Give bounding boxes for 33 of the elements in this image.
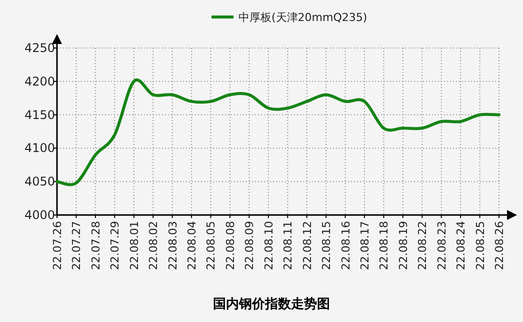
- x-tick-label: 22.07.26: [51, 221, 64, 270]
- x-tick-label: 22.08.23: [435, 221, 448, 270]
- y-tick-label: 4200: [24, 74, 55, 88]
- x-tick-label: 22.07.27: [70, 221, 84, 270]
- y-tick-label: 4000: [24, 208, 55, 222]
- x-tick-label: 22.08.16: [339, 221, 352, 270]
- x-tick-label: 22.08.04: [186, 221, 199, 270]
- x-tick-label: 22.08.19: [396, 221, 410, 270]
- x-tick-label: 22.08.22: [416, 221, 430, 270]
- x-tick-label: 22.08.09: [243, 221, 256, 270]
- y-tick-label: 4250: [24, 41, 55, 55]
- x-tick-label: 22.08.10: [262, 221, 276, 270]
- x-tick-label: 22.08.11: [282, 221, 295, 270]
- x-tick-label: 22.08.25: [474, 221, 487, 270]
- x-tick-label: 22.08.12: [300, 221, 314, 270]
- x-tick-label: 22.08.01: [128, 221, 141, 270]
- x-tick-label: 22.08.08: [224, 221, 237, 270]
- x-tick-label: 22.07.29: [108, 221, 122, 270]
- legend-label: 中厚板(天津20mmQ235): [238, 11, 368, 24]
- x-tick-label: 22.08.15: [320, 221, 334, 270]
- x-tick-label: 22.08.24: [454, 221, 468, 270]
- y-tick-label: 4150: [24, 108, 55, 122]
- x-tick-label: 22.08.17: [358, 221, 372, 270]
- x-tick-label: 22.08.02: [147, 221, 160, 270]
- legend: 中厚板(天津20mmQ235): [212, 11, 368, 24]
- x-tick-label: 22.07.28: [89, 221, 102, 270]
- y-tick-label: 4050: [24, 174, 55, 189]
- y-tick-label: 4100: [24, 141, 55, 156]
- x-tick-label: 22.08.26: [493, 221, 506, 270]
- x-tick-label: 22.08.05: [204, 221, 218, 270]
- x-tick-label: 22.08.18: [378, 221, 391, 270]
- x-tick-label: 22.08.03: [166, 221, 180, 270]
- text: 国内钢价指数走势图: [213, 296, 330, 312]
